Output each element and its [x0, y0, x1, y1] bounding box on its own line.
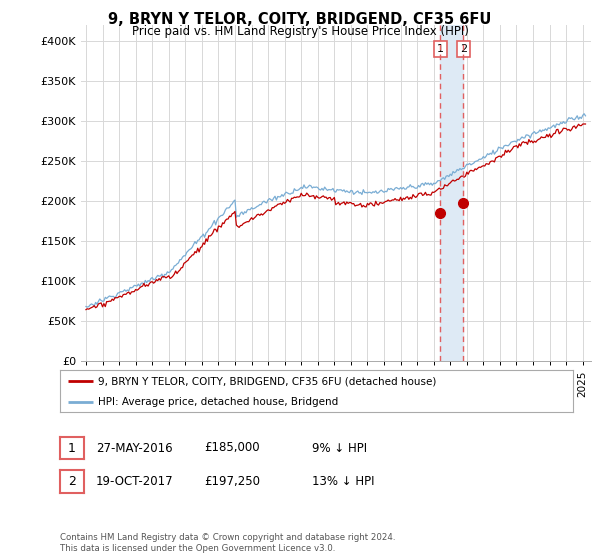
Text: £197,250: £197,250 — [204, 475, 260, 488]
Text: 19-OCT-2017: 19-OCT-2017 — [96, 475, 173, 488]
Text: 2: 2 — [68, 475, 76, 488]
Text: HPI: Average price, detached house, Bridgend: HPI: Average price, detached house, Brid… — [98, 398, 339, 407]
Text: 9, BRYN Y TELOR, COITY, BRIDGEND, CF35 6FU (detached house): 9, BRYN Y TELOR, COITY, BRIDGEND, CF35 6… — [98, 376, 437, 386]
Text: 2: 2 — [460, 44, 467, 54]
Text: 9, BRYN Y TELOR, COITY, BRIDGEND, CF35 6FU: 9, BRYN Y TELOR, COITY, BRIDGEND, CF35 6… — [109, 12, 491, 27]
Bar — [440, 25, 463, 361]
Text: 27-MAY-2016: 27-MAY-2016 — [96, 441, 173, 455]
Text: £185,000: £185,000 — [204, 441, 260, 455]
Text: 9% ↓ HPI: 9% ↓ HPI — [312, 441, 367, 455]
Text: 1: 1 — [437, 44, 444, 54]
Text: Contains HM Land Registry data © Crown copyright and database right 2024.
This d: Contains HM Land Registry data © Crown c… — [60, 533, 395, 553]
Text: 1: 1 — [68, 441, 76, 455]
Text: 13% ↓ HPI: 13% ↓ HPI — [312, 475, 374, 488]
Text: Price paid vs. HM Land Registry's House Price Index (HPI): Price paid vs. HM Land Registry's House … — [131, 25, 469, 38]
